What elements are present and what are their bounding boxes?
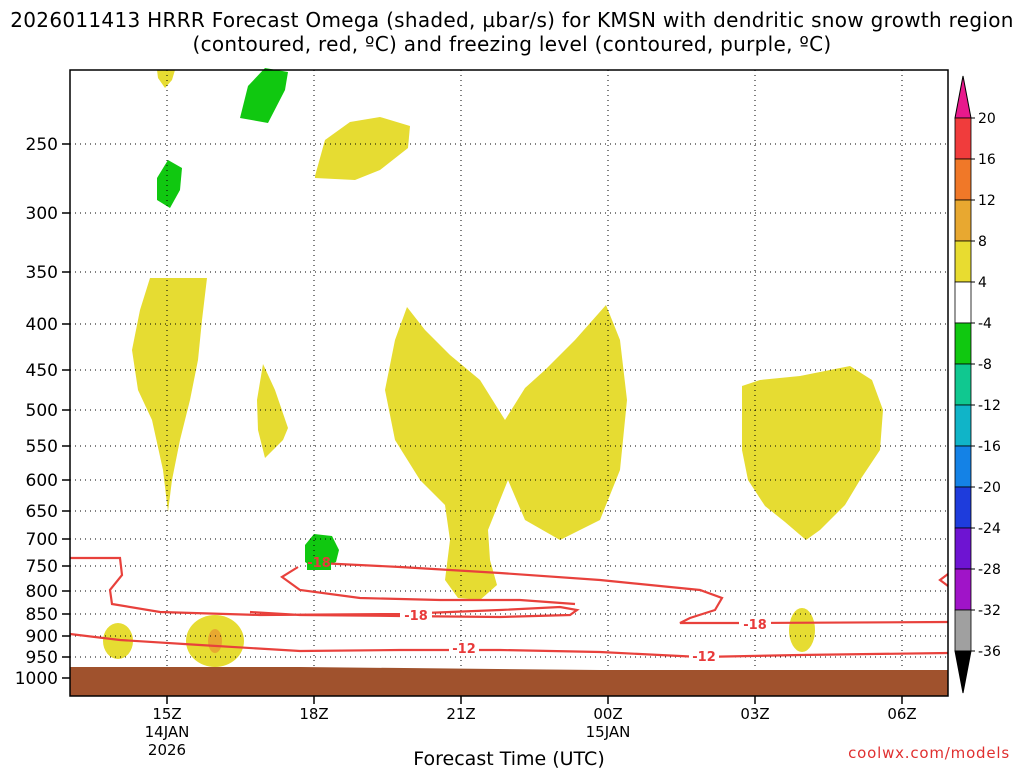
colorbar-label: -4 [978,316,992,332]
y-tick-label: 550 [26,437,58,457]
y-tick-label: 350 [26,263,58,283]
colorbar-band [954,568,972,611]
omega-region-yellow [742,366,883,540]
x-tick-label-year: 2026 [148,741,186,759]
y-tick-label: 900 [26,627,58,647]
x-tick-label: 18Z [299,705,328,723]
omega-region-yellow [385,305,627,600]
y-tick-label: 600 [26,471,58,491]
contour-minus18 [317,561,949,625]
colorbar-band [954,486,972,529]
y-tick-label: 700 [26,530,58,550]
contour-minus18 [70,556,580,619]
contour-label: -18 [743,618,767,633]
colorbar-band [954,404,972,447]
colorbar-band [954,240,972,283]
y-tick-label: 850 [26,605,58,625]
x-tick-labels: 15Z 14JAN 2026 18Z 21Z 00Z 15JAN 03Z 06Z [145,705,917,759]
contour-label: -12 [692,650,716,665]
colorbar-label: -16 [978,439,1001,455]
x-tick-label: 21Z [446,705,475,723]
contour-label: -12 [452,642,476,657]
omega-region-yellow [257,364,288,458]
y-tick-label: 400 [26,315,58,335]
colorbar-label: -32 [978,603,1001,619]
y-tick-label: 950 [26,648,58,668]
plot-frame [69,69,949,697]
colorbar-label: -12 [978,398,1001,414]
colorbar-label: -28 [978,562,1001,578]
contour-minus18 [280,566,576,606]
contour-label: -18 [307,556,331,571]
colorbar-band [954,117,972,160]
x-tick-label: 03Z [740,705,769,723]
omega-region-yellow [132,278,207,512]
colorbar-band [954,281,972,324]
omega-region-yellow [157,70,175,88]
y-tick-label: 800 [26,582,58,602]
colorbar-band [954,609,972,652]
colorbar-band [954,158,972,201]
omega-region-green [157,160,182,208]
colorbar-label: 16 [978,152,996,168]
colorbar-label: -36 [978,644,1001,660]
y-tick-label: 500 [26,401,58,421]
colorbar-label: 4 [978,275,987,291]
y-tick-label: 1000 [15,669,58,689]
y-tick-label: 750 [26,557,58,577]
y-tick-label: 650 [26,502,58,522]
colorbar-band [954,363,972,406]
contour-label: -18 [404,609,428,624]
colorbar-band [954,199,972,242]
x-tick-label: 00Z [593,705,622,723]
colorbar-arrow-bottom [954,650,972,694]
chart-title: 2026011413 HRRR Forecast Omega (shaded, … [10,8,1014,56]
y-axis [62,143,70,679]
colorbar-label: -8 [978,357,992,373]
y-tick-label: 300 [26,204,58,224]
colorbar-label: 20 [978,111,996,127]
x-tick-label: 06Z [887,705,916,723]
y-tick-label: 450 [26,361,58,381]
x-tick-label-date: 14JAN [145,723,190,741]
x-tick-label-date: 15JAN [586,723,631,741]
colorbar-band [954,322,972,365]
contour-label-group: -18 -18 -18 -12 -12 [307,556,771,665]
omega-region-yellow [103,623,133,659]
omega-region-yellow [789,608,815,652]
y-tick-labels: 250 300 350 400 450 500 550 600 650 700 … [15,135,58,689]
colorbar-arrow-top [954,75,972,119]
y-tick-label: 250 [26,135,58,155]
colorbar-label: 8 [978,234,987,250]
omega-region-yellow [315,117,410,180]
colorbar-band [954,527,972,570]
colorbar-band [954,445,972,488]
ground-terrain [70,667,948,696]
x-axis [166,696,903,704]
omega-region-green [240,68,288,123]
credit-watermark: coolwx.com/models [848,744,1010,762]
colorbar-label: -20 [978,480,1001,496]
colorbar-label: -24 [978,521,1001,537]
x-tick-label: 15Z [152,705,181,723]
omega-shading [103,70,883,667]
colorbar-label: 12 [978,193,996,209]
omega-region-orange [208,629,222,653]
colorbar: 20 16 12 8 4 -4 -8 -12 -16 -20 -24 -28 -32 -36 [954,75,1001,694]
x-axis-label: Forecast Time (UTC) [413,748,604,768]
contour-right-edge [938,573,949,587]
